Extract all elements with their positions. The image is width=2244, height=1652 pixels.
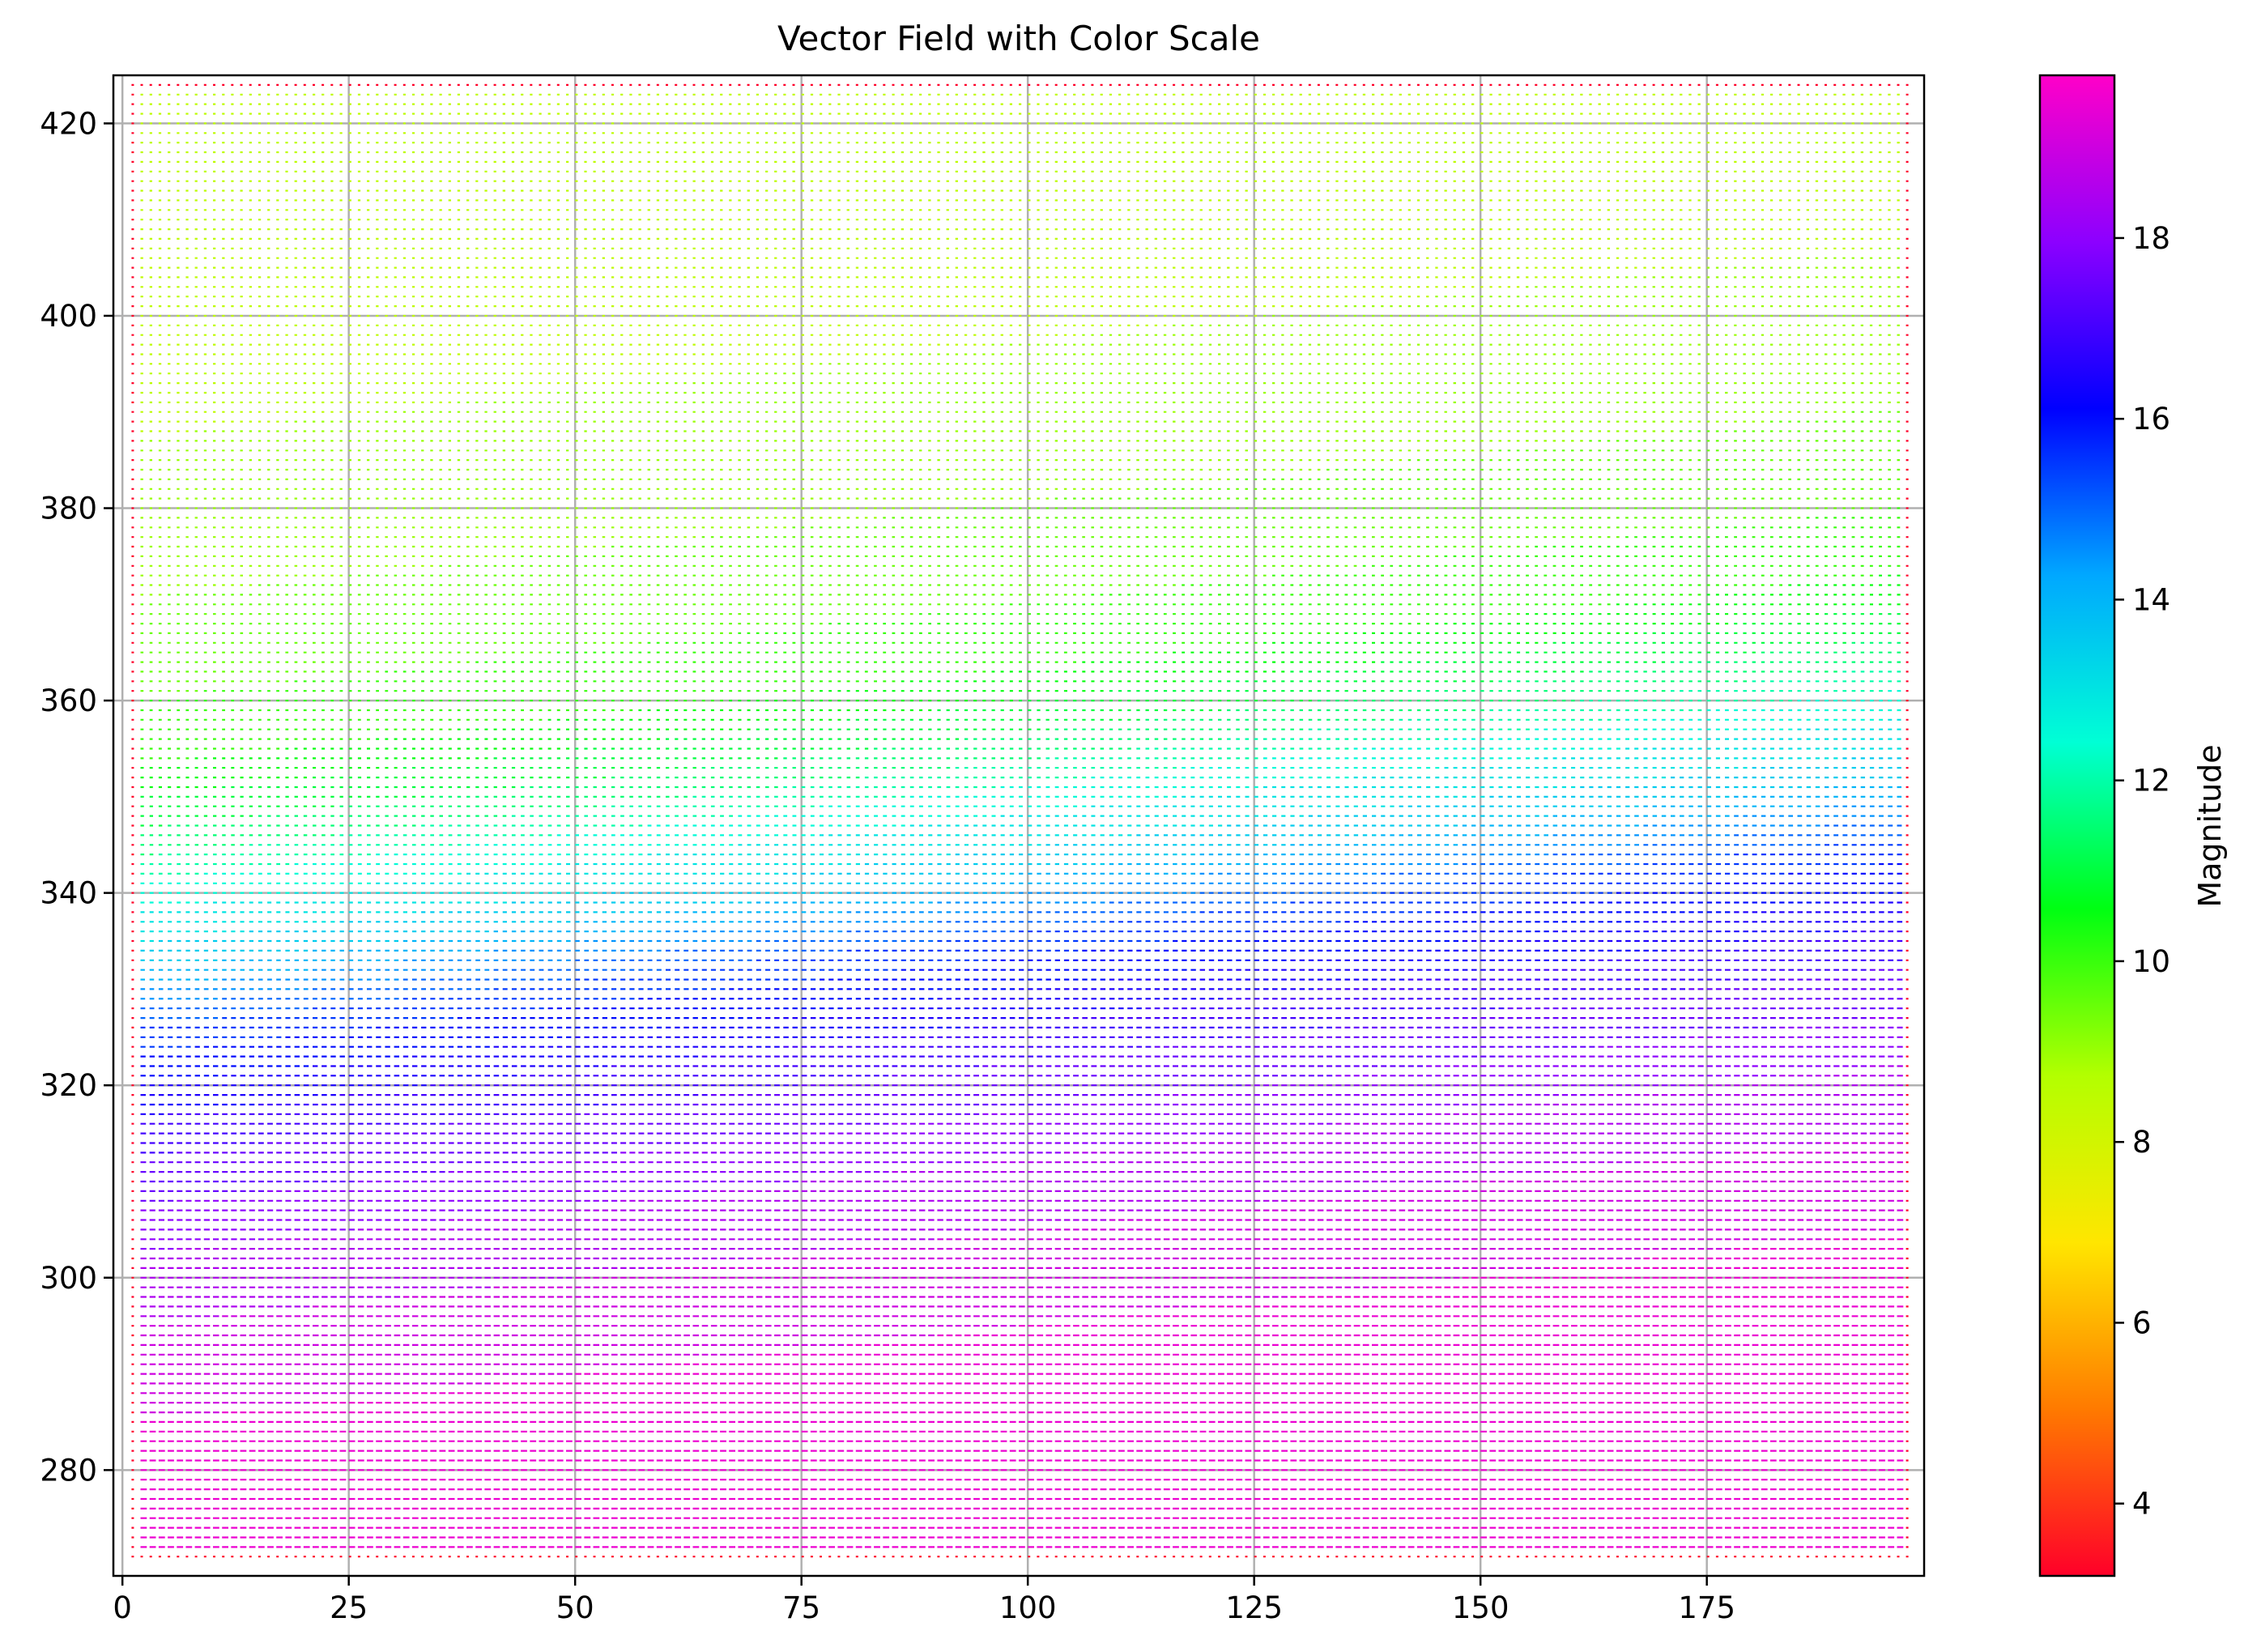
x-tick-label: 50	[556, 1590, 594, 1625]
x-tick: 100	[999, 1576, 1057, 1625]
colorbar-tick-label: 18	[2132, 221, 2170, 256]
y-tick-label: 400	[40, 299, 97, 334]
colorbar-tick: 8	[2114, 1125, 2152, 1160]
y-tick: 340	[40, 876, 113, 911]
y-tick-label: 280	[40, 1453, 97, 1488]
y-tick-label: 320	[40, 1068, 97, 1103]
x-tick-label: 25	[330, 1590, 368, 1625]
colorbar-tick-label: 12	[2132, 764, 2170, 798]
y-tick: 300	[40, 1261, 113, 1296]
x-tick-label: 75	[782, 1590, 820, 1625]
y-tick-label: 340	[40, 876, 97, 911]
vector-arrows	[140, 786, 1902, 981]
x-tick: 75	[782, 1576, 820, 1625]
x-tick-label: 125	[1225, 1590, 1283, 1625]
x-tick-label: 100	[999, 1590, 1057, 1625]
vector-arrows	[131, 83, 1909, 1558]
y-tick-label: 420	[40, 106, 97, 141]
vector-arrows	[140, 901, 1903, 1115]
y-tick: 360	[40, 683, 113, 718]
y-tick-label: 380	[40, 492, 97, 526]
x-tick: 175	[1678, 1576, 1735, 1625]
colorbar-tick-label: 6	[2132, 1305, 2152, 1340]
colorbar-tick-label: 10	[2132, 944, 2170, 979]
colorbar-tick: 18	[2114, 221, 2170, 256]
vector-arrows	[140, 757, 1901, 961]
vector-arrows	[140, 718, 1901, 943]
x-axis: 0 25 50 75 100 125 150 175	[113, 1576, 1735, 1625]
x-tick: 25	[330, 1576, 368, 1625]
x-tick: 0	[113, 1576, 132, 1625]
colorbar-tick-label: 16	[2132, 402, 2170, 436]
vector-arrows	[140, 613, 1901, 827]
vector-arrows	[140, 247, 1900, 596]
x-tick-label: 0	[113, 1590, 132, 1625]
chart-title: Vector Field with Color Scale	[777, 19, 1260, 58]
vector-arrows	[140, 1065, 1903, 1318]
vector-arrows	[140, 1142, 1904, 1414]
colorbar-tick: 6	[2114, 1305, 2152, 1340]
vector-arrows	[140, 690, 1901, 904]
vector-arrows	[140, 507, 1901, 760]
colorbar-label: Magnitude	[2192, 744, 2228, 907]
colorbar-tick: 10	[2114, 944, 2170, 979]
x-tick: 125	[1225, 1576, 1283, 1625]
y-tick: 400	[40, 299, 113, 334]
y-axis: 280 300 320 340 360 380 400 420	[40, 106, 113, 1488]
vector-arrows	[140, 969, 1903, 1202]
y-tick-label: 300	[40, 1261, 97, 1296]
x-tick: 150	[1452, 1576, 1509, 1625]
vector-arrows	[140, 574, 1901, 789]
vector-arrows	[140, 844, 1902, 1048]
colorbar-tick-label: 4	[2132, 1487, 2152, 1522]
vector-arrows	[140, 93, 1900, 432]
vector-arrows	[140, 805, 1902, 1000]
vector-field	[131, 83, 1909, 1558]
vector-arrows	[140, 824, 1902, 1020]
colorbar-ticks: 4 6 8 10 12 14 16 18	[2114, 221, 2170, 1522]
vector-arrows	[140, 671, 1901, 875]
colorbar-tick: 16	[2114, 402, 2170, 436]
vector-arrows	[140, 411, 1901, 692]
vector-arrows	[140, 1238, 1904, 1548]
y-tick-label: 360	[40, 683, 97, 718]
x-tick: 50	[556, 1576, 594, 1625]
x-tick-label: 150	[1452, 1590, 1509, 1625]
colorbar-tick-label: 14	[2132, 582, 2170, 617]
colorbar-tick: 4	[2114, 1487, 2152, 1522]
y-tick: 420	[40, 106, 113, 141]
y-tick: 320	[40, 1068, 113, 1103]
vector-arrows	[140, 1017, 1903, 1250]
plot-area-frame	[112, 74, 1926, 1577]
colorbar	[2038, 74, 2116, 1577]
y-tick: 280	[40, 1453, 113, 1488]
colorbar-tick: 12	[2114, 764, 2170, 798]
vector-arrows	[140, 862, 1902, 1077]
y-tick: 380	[40, 492, 113, 526]
vector-arrows	[140, 930, 1903, 1154]
colorbar-tick: 14	[2114, 582, 2170, 617]
x-tick-label: 175	[1678, 1590, 1735, 1625]
vector-arrows	[140, 641, 1901, 856]
colorbar-tick-label: 8	[2132, 1125, 2152, 1160]
